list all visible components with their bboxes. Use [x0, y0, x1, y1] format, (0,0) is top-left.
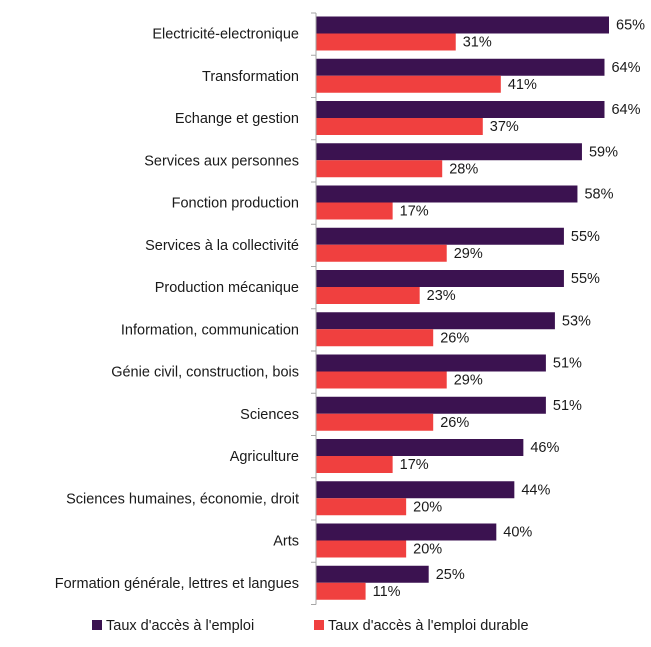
value-label-emploi-sciences: 51% — [553, 398, 582, 414]
category-label-information-communication: Information, communication — [121, 322, 299, 338]
value-label-emploi-durable-fonction-production: 17% — [400, 204, 429, 220]
bar-emploi-durable-genie-civil-construction-bois — [316, 371, 447, 389]
value-labels: 65% 31% 64% 41% 64% 37% 59% 28% 58% 17% 55% 29% 55% 2… — [373, 18, 646, 600]
bar-emploi-durable-fonction-production — [316, 202, 393, 220]
value-label-emploi-durable-services-aux-personnes: 28% — [449, 161, 478, 177]
category-label-services-a-la-collectivite: Services à la collectivité — [145, 238, 299, 254]
value-label-emploi-durable-services-a-la-collectivite: 29% — [454, 246, 483, 262]
bar-emploi-durable-formation-generale-lettres-et-langues — [316, 582, 366, 600]
bar-emploi-sciences — [316, 396, 546, 414]
category-label-transformation: Transformation — [202, 69, 299, 85]
category-label-sciences-humaines-economie-droit: Sciences humaines, économie, droit — [66, 491, 299, 507]
value-label-emploi-production-mecanique: 55% — [571, 271, 600, 287]
bar-emploi-sciences-humaines-economie-droit — [316, 481, 515, 499]
bars-layer — [316, 16, 609, 600]
value-label-emploi-durable-electricite-electronique: 31% — [463, 35, 492, 51]
value-label-emploi-arts: 40% — [503, 525, 532, 541]
bar-emploi-durable-arts — [316, 540, 407, 558]
bar-emploi-durable-sciences — [316, 413, 434, 431]
value-label-emploi-fonction-production: 58% — [584, 187, 613, 203]
legend-label-emploi: Taux d'accès à l'emploi — [106, 618, 254, 634]
bar-emploi-durable-services-a-la-collectivite — [316, 244, 447, 262]
bar-emploi-production-mecanique — [316, 270, 564, 287]
value-label-emploi-genie-civil-construction-bois: 51% — [553, 356, 582, 372]
category-label-genie-civil-construction-bois: Génie civil, construction, bois — [111, 365, 299, 381]
bar-emploi-agriculture — [316, 439, 524, 456]
category-label-sciences: Sciences — [240, 407, 299, 423]
value-label-emploi-durable-sciences-humaines-economie-droit: 20% — [413, 499, 442, 515]
legend-swatch-emploi-durable — [314, 620, 324, 630]
value-label-emploi-durable-transformation: 41% — [508, 77, 537, 93]
category-label-formation-generale-lettres-et-langues: Formation générale, lettres et langues — [55, 576, 299, 592]
bar-emploi-durable-echange-et-gestion — [316, 118, 483, 135]
category-label-fonction-production: Fonction production — [172, 196, 299, 212]
bar-emploi-fonction-production — [316, 185, 578, 203]
value-label-emploi-durable-information-communication: 26% — [440, 330, 469, 346]
bar-emploi-durable-agriculture — [316, 456, 393, 473]
value-label-emploi-durable-genie-civil-construction-bois: 29% — [454, 373, 483, 389]
bar-emploi-electricite-electronique — [316, 16, 609, 34]
y-axis-ticks — [311, 12, 316, 605]
category-label-services-aux-personnes: Services aux personnes — [144, 153, 299, 169]
value-label-emploi-services-aux-personnes: 59% — [589, 144, 618, 160]
category-label-echange-et-gestion: Echange et gestion — [175, 111, 299, 127]
value-label-emploi-durable-formation-generale-lettres-et-langues: 11% — [373, 584, 401, 600]
category-label-electricite-electronique: Electricité-electronique — [152, 27, 299, 43]
bar-emploi-services-aux-personnes — [316, 143, 582, 161]
bar-emploi-arts — [316, 523, 497, 541]
bar-emploi-durable-services-aux-personnes — [316, 160, 443, 178]
value-label-emploi-durable-agriculture: 17% — [400, 457, 429, 473]
category-label-production-mecanique: Production mécanique — [155, 280, 299, 296]
bar-emploi-durable-information-communication — [316, 329, 434, 347]
legend-swatch-emploi — [92, 620, 102, 630]
bar-emploi-durable-sciences-humaines-economie-droit — [316, 498, 407, 516]
bar-emploi-echange-et-gestion — [316, 101, 605, 118]
legend: Taux d'accès à l'emploi Taux d'accès à l… — [92, 618, 529, 634]
value-label-emploi-electricite-electronique: 65% — [616, 18, 645, 34]
value-label-emploi-echange-et-gestion: 64% — [611, 102, 640, 118]
value-label-emploi-durable-production-mecanique: 23% — [427, 288, 456, 304]
bar-emploi-services-a-la-collectivite — [316, 227, 564, 245]
bar-emploi-formation-generale-lettres-et-langues — [316, 565, 429, 583]
value-label-emploi-services-a-la-collectivite: 55% — [571, 229, 600, 245]
value-label-emploi-sciences-humaines-economie-droit: 44% — [521, 482, 550, 498]
value-label-emploi-information-communication: 53% — [562, 313, 591, 329]
category-label-agriculture: Agriculture — [230, 449, 299, 465]
bar-emploi-information-communication — [316, 312, 555, 330]
bar-emploi-durable-transformation — [316, 75, 501, 93]
bar-emploi-durable-production-mecanique — [316, 287, 420, 304]
value-label-emploi-formation-generale-lettres-et-langues: 25% — [436, 567, 465, 583]
value-label-emploi-durable-arts: 20% — [413, 542, 442, 558]
value-label-emploi-durable-echange-et-gestion: 37% — [490, 119, 519, 135]
bar-emploi-genie-civil-construction-bois — [316, 354, 546, 372]
value-label-emploi-transformation: 64% — [611, 60, 640, 76]
value-label-emploi-agriculture: 46% — [530, 440, 559, 456]
category-label-arts: Arts — [273, 534, 299, 550]
bar-emploi-transformation — [316, 58, 605, 76]
category-labels: Electricité-electronique Transformation Ec… — [55, 27, 299, 592]
legend-label-emploi-durable: Taux d'accès à l'emploi durable — [328, 618, 529, 634]
bar-emploi-durable-electricite-electronique — [316, 33, 456, 51]
value-label-emploi-durable-sciences: 26% — [440, 415, 469, 431]
